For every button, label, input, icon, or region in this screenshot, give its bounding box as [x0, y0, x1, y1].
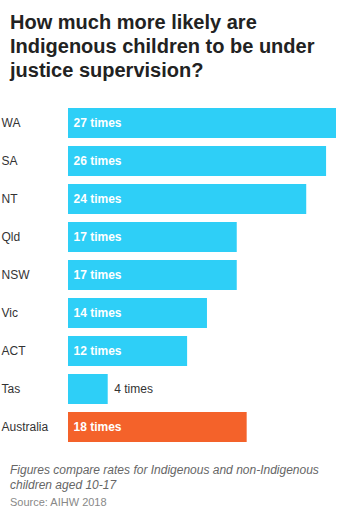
svg-text:WA: WA — [2, 116, 21, 130]
svg-text:12 times: 12 times — [74, 344, 122, 358]
svg-text:17 times: 17 times — [74, 230, 122, 244]
svg-text:Tas: Tas — [2, 382, 21, 396]
svg-text:24 times: 24 times — [74, 192, 122, 206]
svg-text:4 times: 4 times — [114, 382, 153, 396]
svg-text:27 times: 27 times — [74, 116, 122, 130]
svg-text:17 times: 17 times — [74, 268, 122, 282]
svg-text:NT: NT — [2, 192, 19, 206]
svg-text:NSW: NSW — [2, 268, 31, 282]
html-text:Source: AIHW 2018: Source: AIHW 2018 — [10, 496, 107, 508]
html-text:Figures compare rates for Indi: Figures compare rates for Indigenous and… — [10, 463, 319, 492]
svg-text:SA: SA — [2, 154, 18, 168]
html-text:How much more likely are Indig: How much more likely are Indigenous chil… — [10, 11, 315, 81]
svg-text:Australia: Australia — [2, 420, 49, 434]
svg-text:Qld: Qld — [2, 230, 21, 244]
svg-text:ACT: ACT — [2, 344, 27, 358]
svg-text:18 times: 18 times — [74, 420, 122, 434]
svg-text:Vic: Vic — [2, 306, 18, 320]
svg-text:26 times: 26 times — [74, 154, 122, 168]
svg-text:14 times: 14 times — [74, 306, 122, 320]
